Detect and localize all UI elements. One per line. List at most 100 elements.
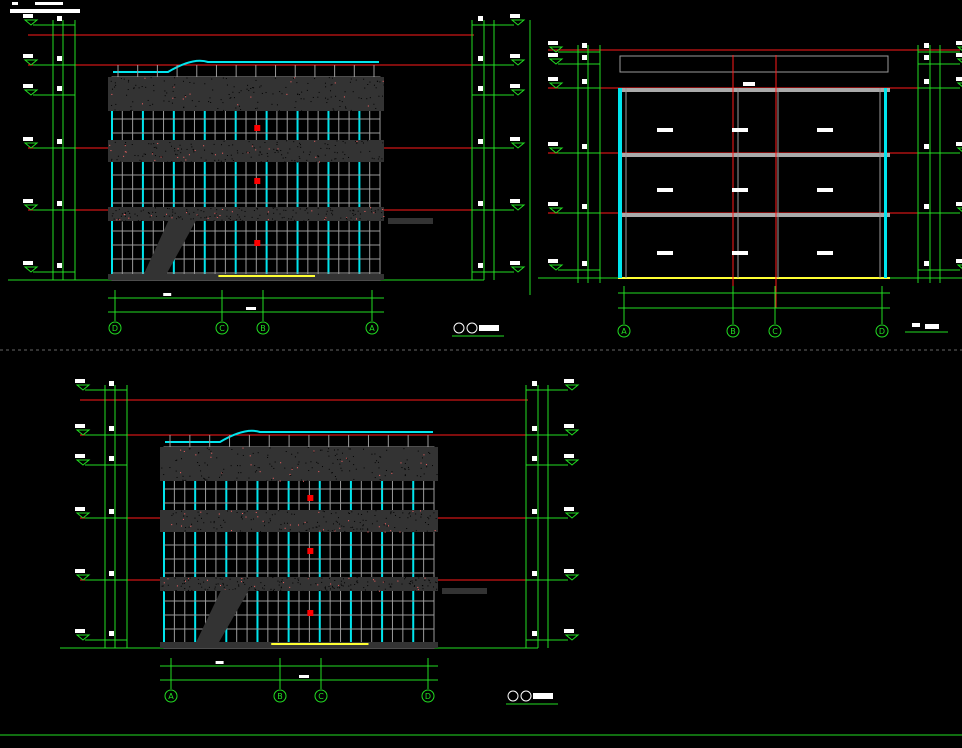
cad-drawing-canvas[interactable]: D C B A A B C DA B C D: [0, 0, 962, 748]
texture-dot: [152, 104, 153, 105]
texture-dot: [281, 154, 282, 155]
texture-dot: [303, 98, 304, 99]
texture-dot: [247, 511, 248, 512]
texture-dot: [226, 216, 227, 217]
texture-dot: [313, 451, 314, 452]
texture-dot: [391, 473, 392, 474]
texture-dot: [348, 520, 349, 521]
texture-dot: [195, 150, 196, 151]
texture-dot: [141, 161, 142, 162]
texture-dot: [260, 582, 261, 583]
texture-dot: [242, 513, 243, 514]
texture-dot: [178, 216, 179, 217]
texture-dot: [282, 217, 283, 218]
texture-dot: [358, 514, 359, 515]
texture-dot: [126, 95, 127, 96]
texture-dot: [162, 586, 163, 587]
texture-dot: [109, 145, 110, 146]
texture-dot: [418, 589, 419, 590]
texture-dot: [119, 219, 120, 220]
texture-dot: [111, 105, 112, 106]
texture-dot: [299, 461, 300, 462]
texture-dot: [177, 157, 178, 158]
texture-dot: [363, 524, 364, 525]
texture-dot: [207, 589, 208, 590]
texture-dot: [134, 155, 135, 156]
texture-dot: [384, 220, 385, 221]
texture-dot: [192, 100, 193, 101]
texture-dot: [190, 578, 191, 579]
texture-dot: [246, 152, 247, 153]
texture-dot: [172, 215, 173, 216]
texture-dot: [111, 94, 112, 95]
texture-dot: [210, 208, 211, 209]
texture-dot: [294, 77, 295, 78]
texture-dot: [200, 529, 201, 530]
texture-dot: [171, 524, 172, 525]
texture-dot: [253, 92, 254, 93]
texture-dot: [173, 91, 174, 92]
marker: [307, 495, 313, 501]
texture-dot: [203, 582, 204, 583]
texture-dot: [270, 589, 271, 590]
texture-dot: [412, 531, 413, 532]
texture-dot: [436, 582, 437, 583]
texture-dot: [186, 212, 187, 213]
level-marker-icon: [958, 208, 962, 213]
texture-dot: [187, 516, 188, 517]
texture-dot: [148, 100, 149, 101]
text-label: [478, 201, 483, 206]
texture-dot: [335, 455, 336, 456]
texture-dot: [312, 467, 313, 468]
texture-dot: [349, 448, 350, 449]
texture-dot: [356, 528, 357, 529]
texture-dot: [374, 581, 375, 582]
texture-dot: [325, 83, 326, 84]
text-label: [582, 144, 587, 149]
text-label: [75, 629, 85, 633]
texture-dot: [258, 467, 259, 468]
texture-dot: [386, 450, 387, 451]
texture-dot: [261, 85, 262, 86]
texture-dot: [273, 213, 274, 214]
level-marker-icon: [958, 148, 962, 153]
texture-dot: [422, 457, 423, 458]
texture-dot: [125, 212, 126, 213]
texture-dot: [219, 477, 220, 478]
text-label: [956, 41, 962, 45]
texture-dot: [348, 157, 349, 158]
texture-dot: [306, 208, 307, 209]
texture-dot: [421, 468, 422, 469]
texture-dot: [343, 158, 344, 159]
texture-dot: [279, 110, 280, 111]
texture-dot: [253, 453, 254, 454]
text-label: [532, 426, 537, 431]
texture-dot: [190, 219, 191, 220]
texture-dot: [223, 520, 224, 521]
level-marker-icon: [25, 267, 37, 272]
text-label: [532, 571, 537, 576]
texture-dot: [239, 217, 240, 218]
texture-dot: [224, 141, 225, 142]
texture-dot: [349, 513, 350, 514]
text-label: [109, 456, 114, 461]
texture-dot: [291, 219, 292, 220]
texture-dot: [271, 479, 272, 480]
texture-dot: [408, 467, 409, 468]
texture-dot: [241, 90, 242, 91]
text-label: [10, 9, 80, 13]
texture-dot: [340, 218, 341, 219]
texture-dot: [214, 521, 215, 522]
text-label: [75, 424, 85, 428]
texture-dot: [239, 106, 240, 107]
texture-dot: [330, 588, 331, 589]
texture-dot: [344, 582, 345, 583]
texture-dot: [390, 586, 391, 587]
axis-label: A: [621, 327, 627, 336]
texture-dot: [357, 582, 358, 583]
texture-dot: [414, 585, 415, 586]
texture-dot: [204, 478, 205, 479]
level-marker-icon: [958, 83, 962, 88]
text-label: [956, 259, 962, 263]
texture-dot: [317, 97, 318, 98]
